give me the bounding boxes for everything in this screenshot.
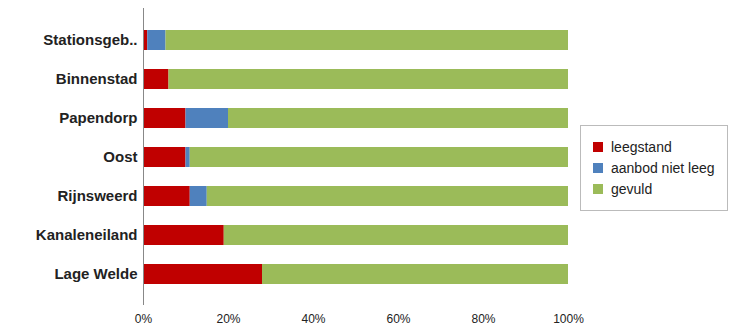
svg-text:100%: 100% [553,312,584,326]
html-text:gevuld: gevuld [611,181,653,197]
svg-text:Oost: Oost [103,148,137,165]
svg-text:Rijnsweerd: Rijnsweerd [57,187,137,204]
svg-text:Lage Welde: Lage Welde [54,265,137,282]
svg-text:Stationsgeb..: Stationsgeb.. [43,31,137,48]
svg-text:60%: 60% [386,312,410,326]
html-text:leegstand: leegstand [611,139,672,155]
svg-text:40%: 40% [301,312,325,326]
svg-text:80%: 80% [471,312,495,326]
svg-text:Binnenstad: Binnenstad [56,70,138,87]
html-text:aanbod niet leeg: aanbod niet leeg [611,160,715,176]
svg-text:Papendorp: Papendorp [59,109,137,126]
svg-text:Kanaleneiland: Kanaleneiland [36,226,138,243]
svg-text:0%: 0% [135,312,153,326]
svg-text:20%: 20% [216,312,240,326]
